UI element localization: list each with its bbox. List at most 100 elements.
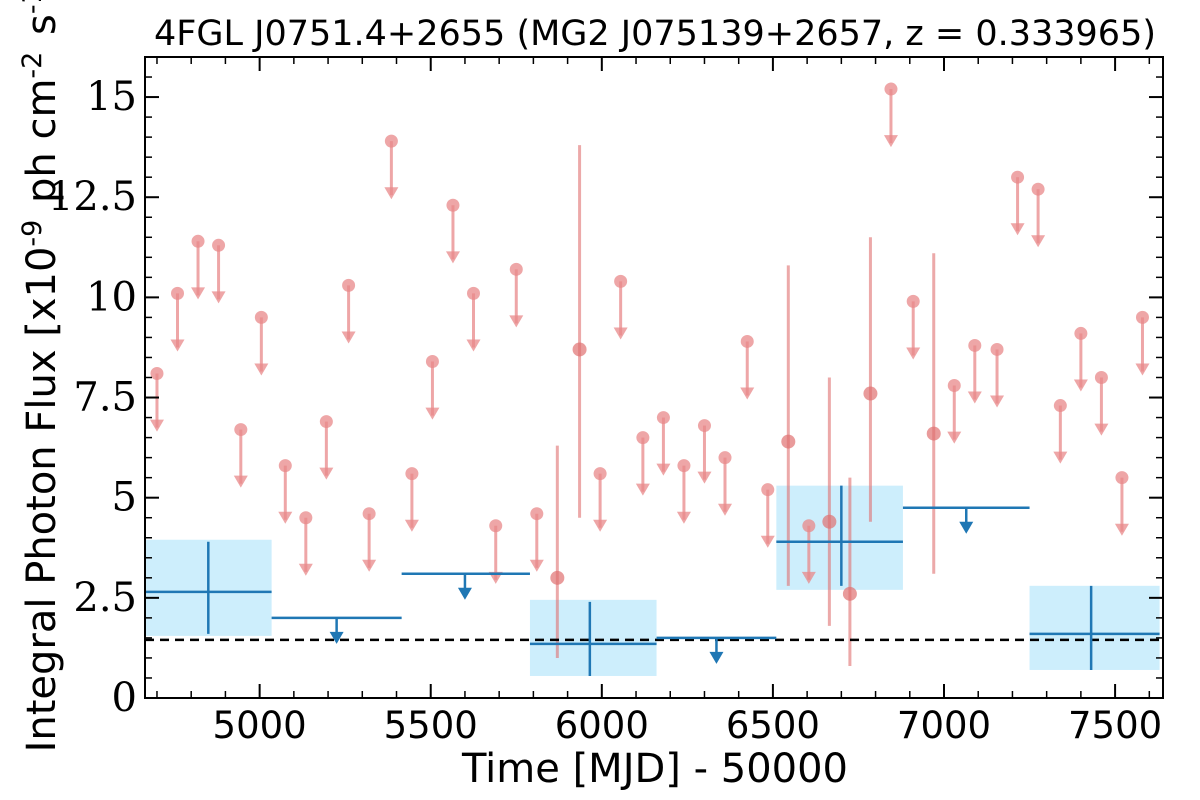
x-axis-label: Time [MJD] - 50000 [461,746,848,792]
upper-limit-arrowhead [298,563,313,576]
upper-limit-point [319,415,333,429]
x-axis: 5000 5500 6000 6500 7000 7500 [156,57,1162,747]
x-tick-label: 7000 [897,704,991,747]
upper-limit-point [1115,471,1129,485]
upper-limit-point [947,379,961,393]
upper-limit-arrowhead [740,387,755,400]
upper-limit-arrowhead [613,327,628,340]
upper-limit-point [761,483,775,497]
y-axis: 0 2.5 5 7.5 10 12.5 15 [48,74,1163,721]
y-axis-label: Integral Photon Flux [x10-9 ph cm-2 s-1 … [17,0,65,752]
upper-limit-point [212,238,226,252]
upper-limit-arrowhead [191,287,206,300]
upper-limit-point [697,419,711,433]
upper-limit-arrowhead [1010,223,1025,236]
upper-limit-arrowhead [278,511,293,524]
upper-limit-arrowhead [883,135,898,148]
upper-limit-point [1031,182,1045,196]
upper-limit-point [384,134,398,148]
upper-limit-point [614,274,628,288]
upper-limit-arrowhead [233,475,248,488]
upper-limit-point [489,519,503,533]
upper-limit-arrowhead [676,511,691,524]
upper-limit-arrowhead [341,331,356,344]
upper-limit-point [191,234,205,248]
upper-limit-point [1094,371,1108,384]
upper-limit-point [718,451,732,465]
y-tick-label: 12.5 [48,174,137,220]
upper-limit-point [446,198,460,212]
upper-limit-point [405,467,419,481]
upper-limit-point [677,459,691,473]
upper-limit-point [254,310,268,324]
upper-limit-point [1011,170,1025,184]
upper-limit-point [425,354,439,368]
upper-limit-arrowhead [760,535,775,548]
detection-point [863,386,878,401]
upper-limit-point [278,459,292,473]
coarse-bin-box [1029,585,1160,670]
upper-limit-arrowhead [947,431,962,444]
upper-limit-point [636,431,650,445]
upper-limit-arrowhead [906,347,921,360]
upper-limit-point [968,338,982,352]
detection-point [842,586,857,601]
coarse-upper-limit-arrowhead [329,631,344,644]
plot-area [145,82,1163,676]
y-tick-label: 7.5 [73,375,137,421]
detection-point [550,570,565,585]
x-tick-label: 5000 [213,704,307,747]
upper-limit-point [362,507,376,521]
x-tick-label: 6500 [726,704,820,747]
upper-limit-arrowhead [384,187,399,200]
upper-limit-point [1135,310,1149,324]
upper-limit-arrowhead [404,519,419,532]
upper-limit-arrowhead [254,363,269,376]
upper-limit-arrowhead [801,571,816,584]
upper-limit-point [150,366,164,380]
upper-limit-point [342,278,356,292]
upper-limit-arrowhead [718,503,733,516]
upper-limit-arrowhead [445,251,460,264]
upper-limit-point [1074,326,1088,340]
upper-limit-point [802,519,816,533]
upper-limit-arrowhead [466,339,481,352]
upper-limit-point [466,286,480,300]
upper-limit-point [234,423,248,437]
upper-limit-arrowhead [1073,379,1088,392]
x-tick-label: 5500 [384,704,478,747]
upper-limit-point [509,262,523,276]
x-tick-label: 6000 [555,704,649,747]
upper-limit-arrowhead [656,463,671,476]
y-tick-label: 5 [112,475,137,521]
upper-limit-arrowhead [509,315,524,328]
upper-limit-point [656,411,670,425]
y-tick-label: 0 [112,675,137,721]
coarse-upper-limit-arrowhead [457,587,472,600]
coarse-bin-box [776,485,903,590]
upper-limit-arrowhead [529,559,544,572]
detection-point [822,514,837,529]
upper-limit-point [990,342,1004,356]
upper-limit-arrowhead [1031,235,1046,248]
upper-limit-arrowhead [319,467,334,480]
upper-limit-point [740,334,754,348]
detection-point [572,342,587,357]
upper-limit-arrowhead [593,519,608,532]
upper-limit-arrowhead [425,407,440,420]
y-tick-label: 10 [86,274,137,320]
upper-limit-point [530,507,544,521]
x-tick-label: 7500 [1068,704,1162,747]
upper-limit-point [171,286,185,300]
chart-title: 4FGL J0751.4+2655 (MG2 J075139+2657, z =… [154,14,1156,54]
upper-limit-point [1053,399,1067,413]
upper-limit-point [906,294,920,308]
upper-limit-arrowhead [990,395,1005,408]
upper-limit-arrowhead [1135,363,1150,376]
upper-limit-arrowhead [1094,423,1109,436]
coarse-upper-limit-arrowhead [959,521,974,534]
coarse-upper-limit-arrowhead [709,651,724,664]
detection-point [781,434,796,449]
y-tick-label: 2.5 [73,575,137,621]
